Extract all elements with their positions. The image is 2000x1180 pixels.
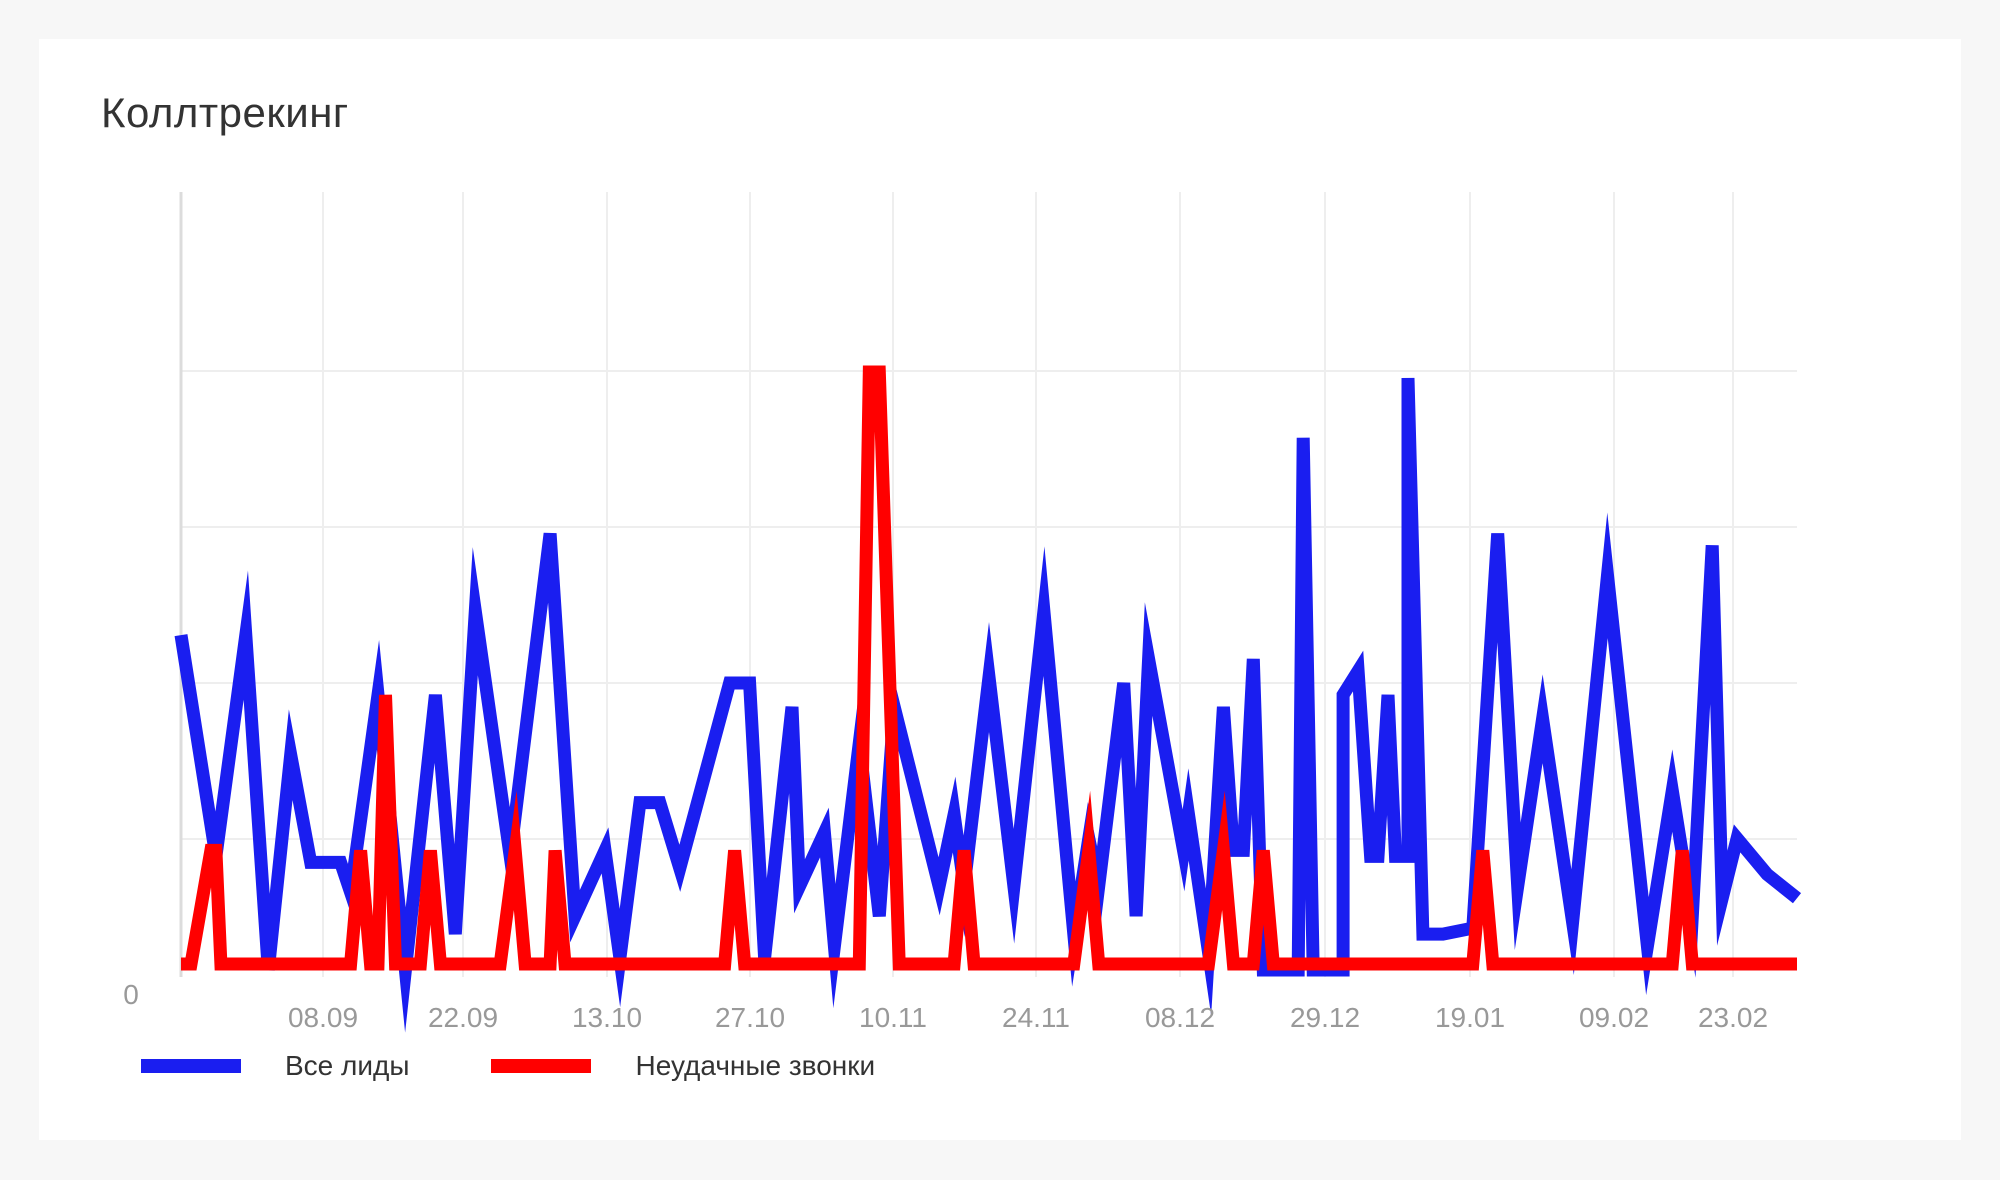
x-tick-label: 22.09 bbox=[428, 1002, 498, 1033]
legend-item-failed-calls[interactable]: Неудачные звонки bbox=[491, 1050, 875, 1082]
legend-label: Неудачные звонки bbox=[635, 1050, 876, 1081]
x-tick-label: 10.11 bbox=[859, 1002, 927, 1033]
series-line bbox=[181, 365, 1797, 971]
x-tick-label: 19.01 bbox=[1435, 1002, 1505, 1033]
legend-item-all-leads[interactable]: Все лиды bbox=[141, 1050, 409, 1082]
x-axis-ticks: 08.09 22.09 13.10 27.10 10.11 24.11 08.12 29.12… bbox=[288, 1002, 1768, 1033]
x-tick-label: 23.02 bbox=[1698, 1002, 1768, 1033]
series-line bbox=[174, 377, 1802, 1033]
x-tick-label: 08.12 bbox=[1145, 1002, 1215, 1033]
x-tick-label: 29.12 bbox=[1290, 1002, 1360, 1033]
legend-swatch bbox=[491, 1059, 592, 1073]
legend: Все лиды Неудачные звонки bbox=[141, 1050, 957, 1082]
x-tick-label: 24.11 bbox=[1002, 1002, 1070, 1033]
x-tick-label: 13.10 bbox=[572, 1002, 642, 1033]
legend-label: Все лиды bbox=[285, 1050, 410, 1081]
chart-title: Коллтрекинг bbox=[101, 89, 349, 136]
x-tick-label: 27.10 bbox=[715, 1002, 785, 1033]
series-layer bbox=[174, 365, 1802, 1033]
x-tick-label: 08.09 bbox=[288, 1002, 358, 1033]
chart-card: Коллтрекинг bbox=[39, 39, 1961, 1140]
y-tick-label: 0 bbox=[123, 979, 139, 1010]
legend-swatch bbox=[141, 1059, 241, 1073]
x-tick-label: 09.02 bbox=[1579, 1002, 1649, 1033]
